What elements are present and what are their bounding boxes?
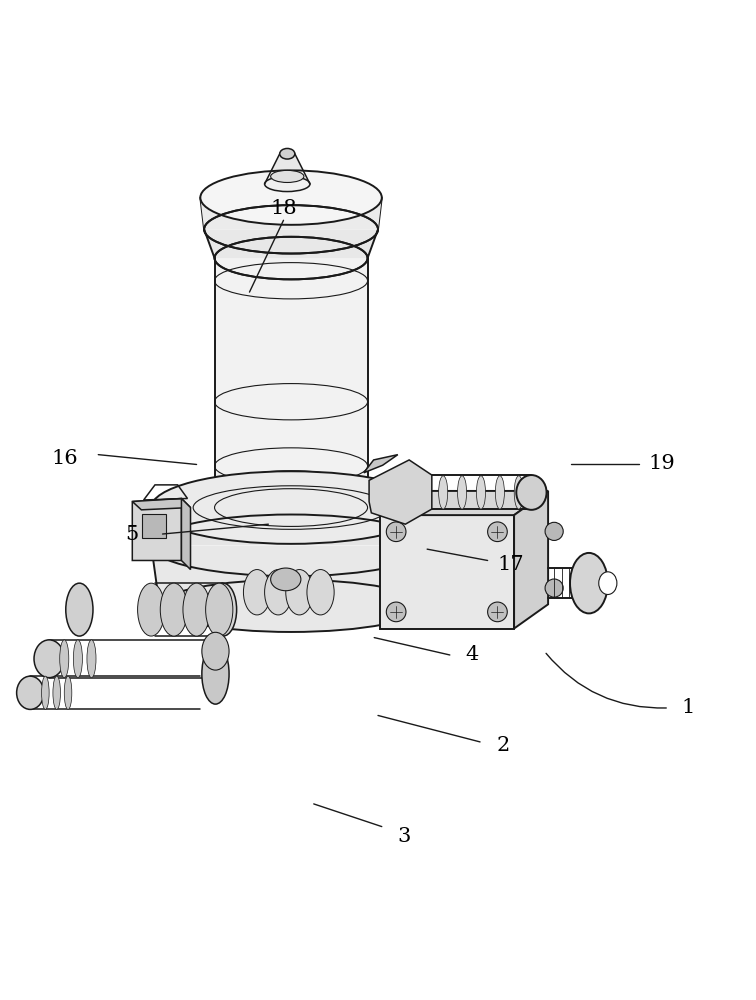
Polygon shape <box>369 460 432 524</box>
Text: 18: 18 <box>270 199 297 218</box>
Ellipse shape <box>160 580 423 632</box>
Ellipse shape <box>160 583 187 636</box>
Text: 17: 17 <box>497 555 524 574</box>
Text: 16: 16 <box>51 449 78 468</box>
Ellipse shape <box>64 676 72 709</box>
Text: 1: 1 <box>681 698 695 717</box>
Polygon shape <box>132 498 181 560</box>
Ellipse shape <box>386 602 406 622</box>
Polygon shape <box>200 198 382 229</box>
Text: 2: 2 <box>496 736 510 755</box>
Text: 4: 4 <box>466 645 479 664</box>
Ellipse shape <box>271 170 304 182</box>
Polygon shape <box>265 154 310 184</box>
Ellipse shape <box>280 148 295 159</box>
Ellipse shape <box>183 583 210 636</box>
Ellipse shape <box>53 676 60 709</box>
Ellipse shape <box>209 583 237 636</box>
Ellipse shape <box>495 476 504 509</box>
Ellipse shape <box>34 640 64 678</box>
Ellipse shape <box>516 475 547 510</box>
Polygon shape <box>215 258 367 492</box>
Ellipse shape <box>457 476 466 509</box>
Ellipse shape <box>271 568 301 591</box>
Ellipse shape <box>243 570 271 615</box>
Ellipse shape <box>488 522 507 542</box>
Ellipse shape <box>488 602 507 622</box>
Polygon shape <box>151 545 431 606</box>
Polygon shape <box>204 229 378 258</box>
Ellipse shape <box>87 640 96 678</box>
Ellipse shape <box>66 583 93 636</box>
Ellipse shape <box>73 640 82 678</box>
Ellipse shape <box>202 632 229 670</box>
Ellipse shape <box>514 476 523 509</box>
Ellipse shape <box>386 522 406 542</box>
Polygon shape <box>380 515 514 629</box>
Ellipse shape <box>265 176 310 192</box>
Ellipse shape <box>200 170 382 225</box>
Polygon shape <box>380 491 548 515</box>
Text: 3: 3 <box>398 827 411 846</box>
Ellipse shape <box>599 572 617 594</box>
Ellipse shape <box>265 570 292 615</box>
Ellipse shape <box>215 471 367 514</box>
Ellipse shape <box>60 640 69 678</box>
Ellipse shape <box>570 553 608 613</box>
Polygon shape <box>142 514 166 538</box>
Ellipse shape <box>138 583 165 636</box>
Polygon shape <box>514 491 548 629</box>
Ellipse shape <box>307 570 334 615</box>
Ellipse shape <box>286 570 313 615</box>
Polygon shape <box>364 455 398 473</box>
Polygon shape <box>151 508 431 545</box>
Ellipse shape <box>151 471 431 544</box>
Polygon shape <box>132 498 191 510</box>
Ellipse shape <box>476 476 485 509</box>
Text: 5: 5 <box>125 525 139 544</box>
Text: 19: 19 <box>648 454 675 473</box>
Ellipse shape <box>17 676 44 709</box>
Ellipse shape <box>206 583 233 636</box>
Polygon shape <box>181 498 191 570</box>
Ellipse shape <box>42 676 49 709</box>
Ellipse shape <box>202 644 229 704</box>
Ellipse shape <box>438 476 448 509</box>
Ellipse shape <box>545 522 563 540</box>
Ellipse shape <box>545 579 563 597</box>
